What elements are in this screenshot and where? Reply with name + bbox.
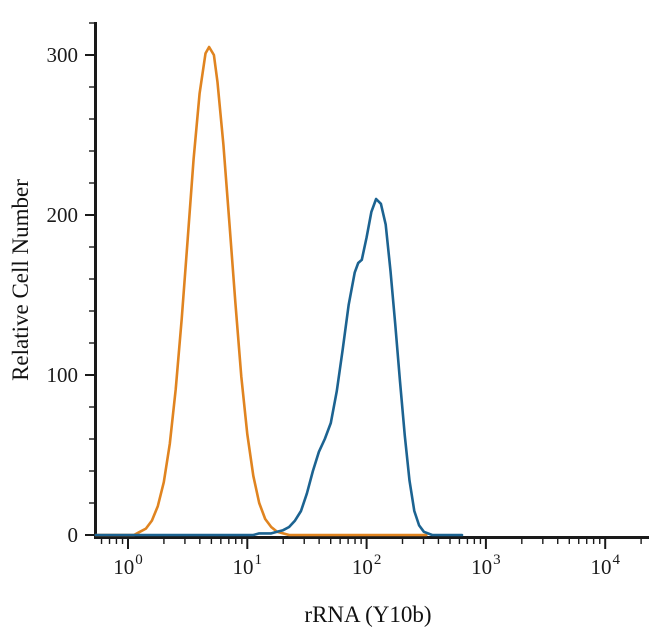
y-tick-label: 300: [47, 43, 79, 67]
y-tick-label: 200: [47, 203, 79, 227]
x-tick-label: 101: [233, 552, 262, 579]
series-orange-curve: [94, 45, 428, 537]
series-blue-curve: [94, 197, 464, 537]
y-tick-label: 100: [47, 363, 79, 387]
x-tick-label: 103: [471, 552, 501, 579]
x-tick-label: 102: [352, 552, 382, 579]
x-axis-title: rRNA (Y10b): [304, 602, 431, 627]
y-tick-label: 0: [68, 523, 79, 547]
x-tick-label: 104: [590, 552, 620, 579]
y-axis-title: Relative Cell Number: [8, 179, 33, 381]
x-tick-label: 100: [113, 552, 143, 579]
